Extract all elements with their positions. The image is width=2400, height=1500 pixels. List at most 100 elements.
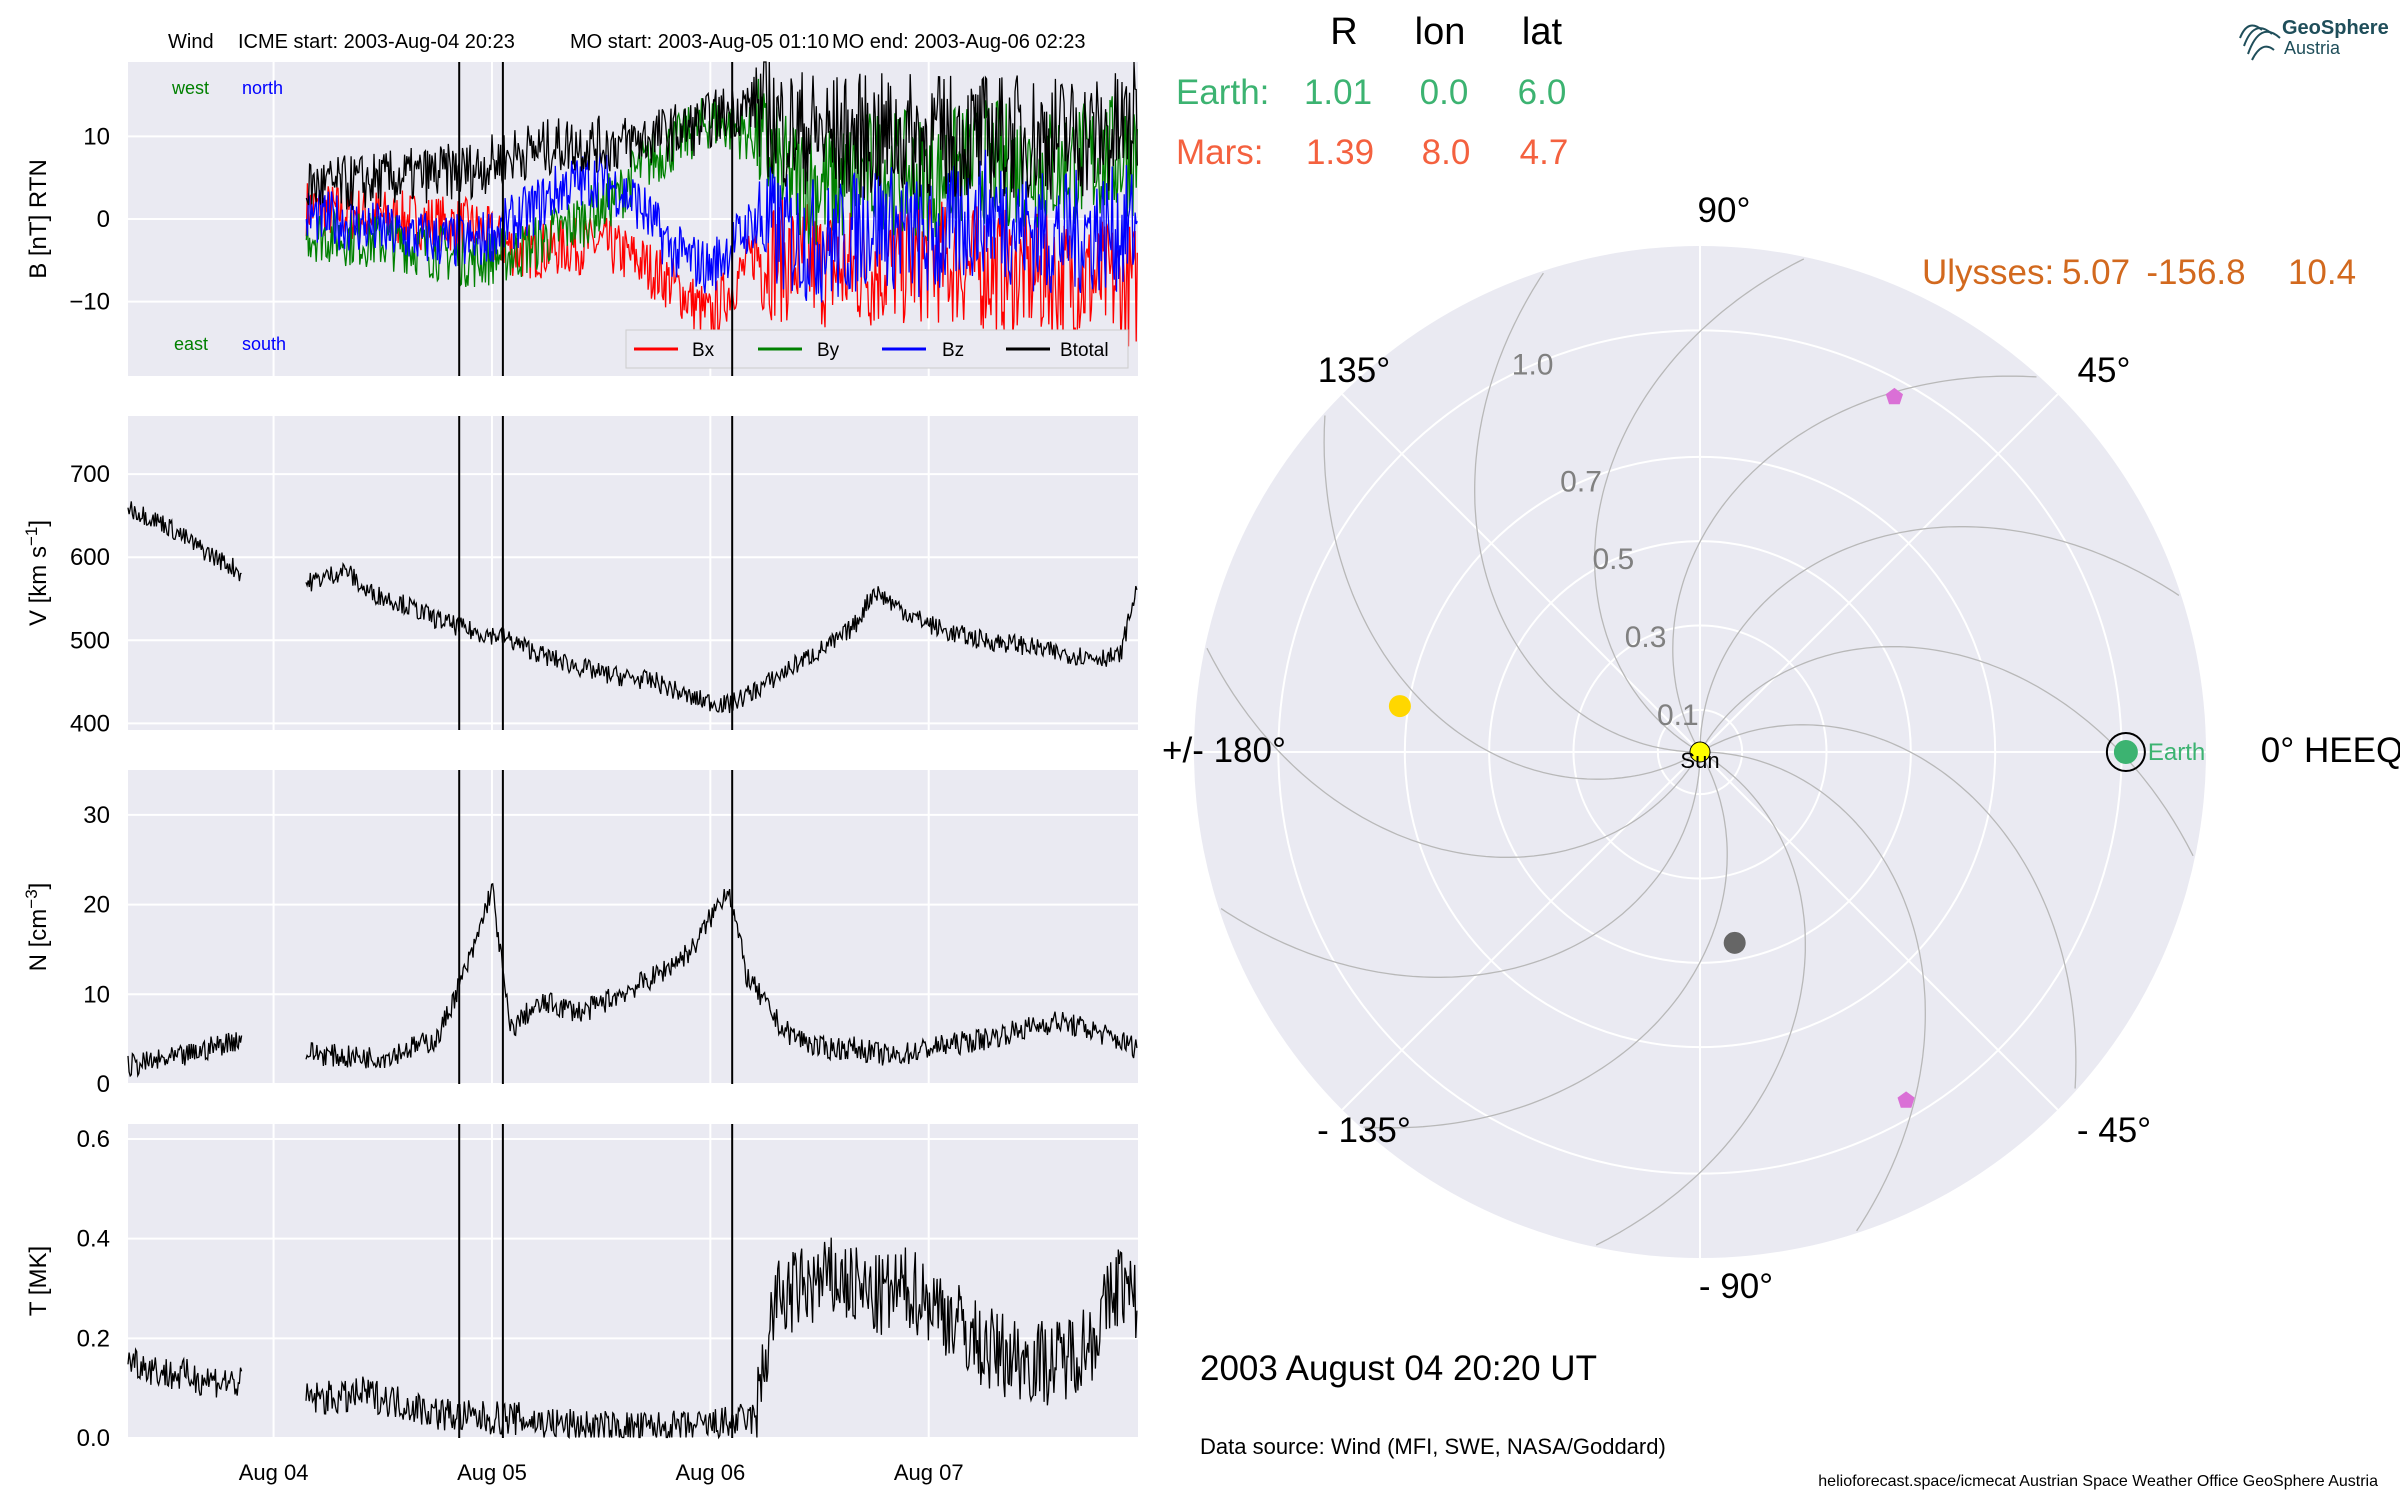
- legend-btotal-label: Btotal: [1060, 340, 1109, 361]
- y-tick-label: 0.0: [77, 1425, 110, 1452]
- y-tick-label: 10: [83, 123, 110, 150]
- geosphere-logo: GeoSphere Austria: [2239, 17, 2389, 61]
- polar-radial-ticks: 1.0 0.7 0.5 0.3 0.1: [1512, 348, 1699, 732]
- earth-name: Earth:: [1176, 73, 1269, 112]
- panel-n-grid: [128, 770, 1138, 1085]
- radial-tick-label: 0.3: [1625, 621, 1667, 654]
- credits: helioforecast.space/icmecat Austrian Spa…: [1818, 1473, 2378, 1490]
- stereo-marker: [1885, 387, 1903, 405]
- y-tick-label: 10: [83, 981, 110, 1008]
- logo-swirl-icon: [2239, 24, 2281, 61]
- radial-tick-label: 0.5: [1592, 543, 1634, 576]
- ulysses-r: 5.07: [2062, 253, 2130, 292]
- x-tick-label: Aug 07: [894, 1460, 964, 1485]
- parker-spiral-line: [1701, 724, 2077, 1089]
- mars-lon: 8.0: [1422, 133, 1471, 172]
- panel-b-series: [305, 61, 1138, 347]
- x-tick-label: Aug 04: [239, 1460, 309, 1485]
- parker-spiral-line: [1594, 258, 1805, 752]
- panel-v-series: [127, 501, 1138, 714]
- y-tick-label: −10: [69, 289, 110, 316]
- sun-marker: [1689, 741, 1711, 763]
- parker-spiral-line: [1206, 647, 1700, 858]
- y-tick-label: 0.2: [77, 1325, 110, 1352]
- panel-b-annotation-north: north: [242, 78, 283, 98]
- angle-label-90: 90°: [1698, 191, 1751, 230]
- y-tick-label: 0.6: [77, 1126, 110, 1153]
- x-tick-label: Aug 05: [457, 1460, 527, 1485]
- y-tick-label: 0: [97, 1071, 110, 1098]
- angle-label-180: +/- 180°: [1162, 731, 1286, 770]
- table-header-r: R: [1330, 11, 1357, 53]
- mars-r: 1.39: [1306, 133, 1374, 172]
- panel-b-field: west north east south Bx By Bz Btotal: [128, 61, 1138, 376]
- table-row-ulysses: Ulysses: 5.07 -156.8 10.4: [1922, 253, 2356, 292]
- ulysses-lat: 10.4: [2288, 253, 2356, 292]
- logo-line2: Austria: [2284, 38, 2341, 58]
- earth-label: Earth: [2148, 739, 2205, 766]
- parker-spiral-line: [1672, 375, 2037, 751]
- event-lines: [458, 62, 734, 1438]
- parker-spiral-line: [1702, 751, 1926, 1232]
- angle-label-minus90: - 90°: [1699, 1267, 1773, 1306]
- earth-marker: [2113, 740, 2138, 764]
- legend-bz-label: Bz: [942, 340, 964, 361]
- table-header-lat: lat: [1522, 11, 1563, 53]
- earth-lat: 6.0: [1518, 73, 1567, 112]
- planet-marker: [1388, 695, 1411, 718]
- earth-lon: 0.0: [1420, 73, 1469, 112]
- panel-b-legend: Bx By Bz Btotal: [625, 329, 1129, 369]
- earth-ring: [2105, 732, 2146, 772]
- data-source: Data source: Wind (MFI, SWE, NASA/Goddar…: [1200, 1434, 1666, 1459]
- y-tick-label: 700: [70, 461, 110, 488]
- series-line-bz: [305, 149, 1138, 303]
- parker-spiral-line: [1220, 754, 1701, 978]
- table-row-earth: Earth: 1.01 0.0 6.0: [1176, 73, 1566, 112]
- panel-density: [127, 770, 1138, 1085]
- ylabel-v: V [km s−1]: [22, 520, 52, 626]
- panel-temperature: [127, 1124, 1138, 1440]
- angle-label-0: 0° HEEQ: [2261, 731, 2400, 770]
- logo-line1: GeoSphere: [2282, 17, 2389, 39]
- angle-label-45: 45°: [2078, 351, 2131, 390]
- angle-label-135: 135°: [1318, 351, 1390, 390]
- y-tick-label: 600: [70, 544, 110, 571]
- y-tick-label: 30: [83, 802, 110, 829]
- panel-title-mo-start: MO start: 2003-Aug-05 01:10: [570, 31, 829, 53]
- ulysses-lon: -156.8: [2146, 253, 2245, 292]
- parker-spiral-line: [1474, 272, 1698, 753]
- panel-b-annotation-south: south: [242, 334, 286, 354]
- panel-v-grid: [128, 416, 1138, 730]
- y-tick-label: 500: [70, 627, 110, 654]
- y-tick-label: 20: [83, 892, 110, 919]
- parker-spiral-line: [1595, 752, 1806, 1246]
- parker-spiral-line: [1323, 415, 1699, 780]
- series-line-data: [127, 882, 1138, 1078]
- x-tick-label: Aug 06: [675, 1460, 745, 1485]
- y-tick-label: 400: [70, 710, 110, 737]
- angle-spoke: [1341, 393, 1701, 753]
- series-line-data: [127, 1237, 1138, 1440]
- panel-title-mo-end: MO end: 2003-Aug-06 02:23: [832, 31, 1086, 53]
- ylabel-b: B [nT] RTN: [25, 159, 52, 279]
- ulysses-name: Ulysses:: [1922, 253, 2054, 292]
- panel-n-series: [127, 882, 1138, 1078]
- angle-spoke: [1699, 393, 2059, 753]
- panel-b-annotation-east: east: [174, 334, 208, 354]
- angle-spoke: [1699, 751, 2059, 1111]
- panel-title-spacecraft: Wind: [168, 31, 214, 53]
- series-line-bx: [305, 183, 1138, 347]
- y-tick-label: 0.4: [77, 1226, 110, 1253]
- radial-tick-label: 0.1: [1657, 699, 1699, 732]
- panel-t-series: [127, 1237, 1138, 1440]
- ylabel-t: T [MK]: [25, 1246, 52, 1316]
- timestamp: 2003 August 04 20:20 UT: [1200, 1349, 1597, 1388]
- panel-title-icme-start: ICME start: 2003-Aug-04 20:23: [238, 31, 515, 53]
- series-line-btotal: [305, 61, 1138, 211]
- table-header-lon: lon: [1415, 11, 1466, 53]
- earth-r: 1.01: [1304, 73, 1372, 112]
- axis-layer: 10 0 −10 700 600 500 400 30 20 10 0 0.6 0.4 0.2 0.0 Aug…: [69, 123, 963, 1485]
- mars-lat: 4.7: [1520, 133, 1569, 172]
- sun-label: Sun: [1680, 748, 1719, 773]
